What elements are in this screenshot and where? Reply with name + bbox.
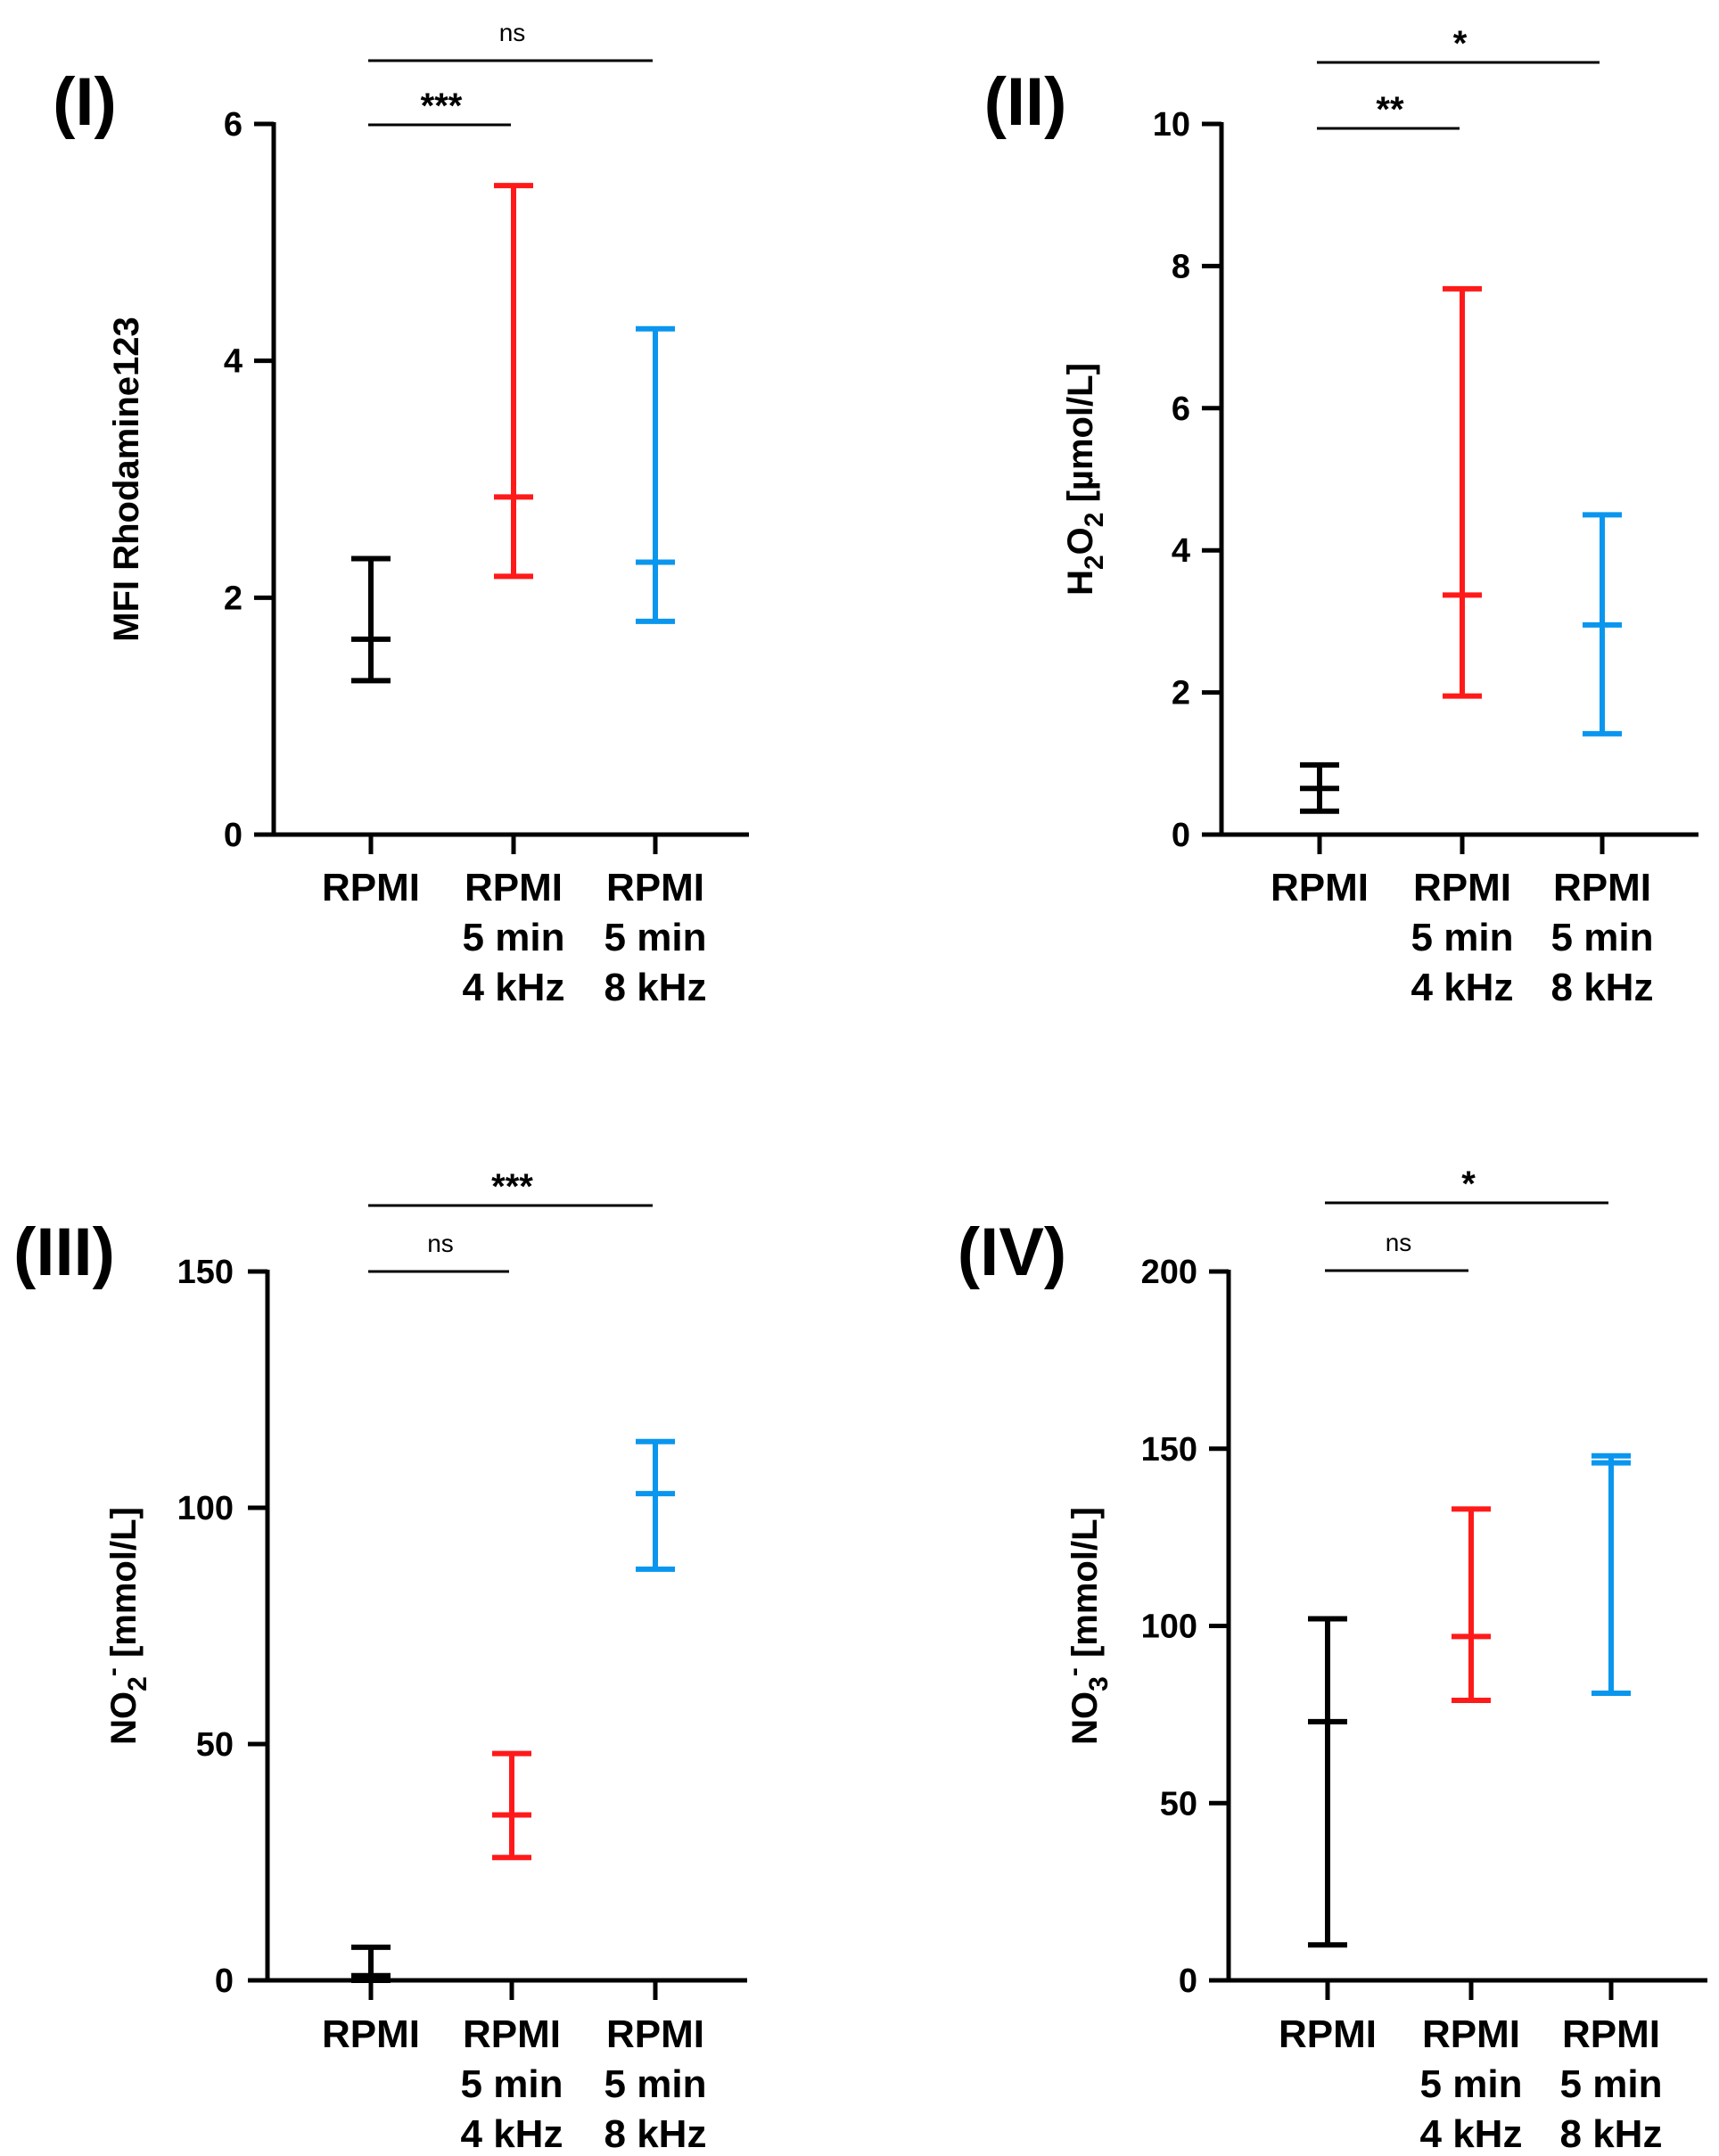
x-tick-label: 5 min	[461, 2062, 563, 2106]
significance-label: ns	[427, 1230, 454, 1257]
y-tick-label: 0	[1179, 1963, 1197, 2000]
y-tick-label: 150	[177, 1254, 234, 1291]
error-bar	[351, 1944, 391, 1983]
x-tick-label: RPMI	[1279, 2012, 1377, 2056]
panel-label: (IV)	[958, 1214, 1066, 1290]
x-tick-label: 8 kHz	[1560, 2112, 1663, 2156]
error-bar	[1592, 1452, 1631, 1697]
x-tick-label: 8 kHz	[1551, 966, 1654, 1009]
y-tick-label: 4	[224, 343, 243, 381]
y-axis-label-part: NO	[104, 1691, 144, 1745]
x-tick-label: 5 min	[1551, 916, 1654, 959]
x-tick-label: RPMI	[1562, 2012, 1660, 2056]
y-axis-label-part: [mmol/L]	[104, 1507, 144, 1667]
y-axis-label: NO2- [mmol/L]	[98, 1507, 152, 1745]
x-tick-label: RPMI	[465, 866, 563, 909]
x-tick-label: RPMI	[463, 2012, 561, 2056]
y-axis-label: H2O2 [µmol/L]	[1061, 363, 1109, 596]
y-axis-label-part: 3	[1084, 1676, 1114, 1691]
y-tick-label: 2	[224, 580, 243, 617]
chart-panel-3: (III) 0 50 100 150 RPMI RPMI 5 min 4 kHz RPMI 5 mi…	[13, 1167, 747, 2156]
significance-label: ns	[499, 19, 526, 46]
x-tick-label: RPMI	[1422, 2012, 1520, 2056]
error-bar	[636, 325, 675, 624]
error-bar	[1452, 1506, 1491, 1703]
significance-label: *	[1461, 1164, 1476, 1204]
y-tick-label: 150	[1141, 1431, 1197, 1469]
y-tick-label: 6	[224, 106, 243, 144]
y-tick-label: 0	[215, 1963, 234, 2000]
x-tick-label: RPMI	[606, 866, 704, 909]
x-tick-label: 5 min	[463, 916, 565, 959]
x-tick-label: 8 kHz	[605, 2112, 707, 2156]
x-tick-label: 4 kHz	[1420, 2112, 1523, 2156]
x-tick-label: RPMI	[1271, 866, 1369, 909]
y-tick-label: 0	[1172, 817, 1190, 854]
y-axis-label: NO3- [mmol/L]	[1059, 1507, 1114, 1745]
y-tick-label: 10	[1153, 106, 1190, 144]
chart-panel-2: (II) 0 2 4 6 8 10 RPMI RPMI 5 min 4 kHz RPMI 5 min 8 …	[984, 24, 1698, 1009]
x-tick-label: 5 min	[605, 916, 707, 959]
chart-panel-4: (IV) 0 50 100 150 200 RPMI RPMI 5 min 4 kHz RPMI 5 …	[958, 1164, 1707, 2156]
x-tick-label: RPMI	[322, 866, 420, 909]
y-tick-label: 8	[1172, 248, 1190, 285]
y-axis-label-part: O	[1061, 527, 1100, 555]
significance-label: *	[1453, 24, 1468, 63]
significance-label: ***	[421, 86, 463, 126]
y-axis-label-part: 2	[123, 1676, 152, 1691]
y-tick-label: 100	[1141, 1609, 1197, 1646]
error-bar	[492, 1750, 531, 1861]
y-tick-label: 100	[177, 1490, 234, 1527]
panel-label: (I)	[53, 64, 117, 140]
error-bar	[351, 555, 391, 684]
chart-panel-1: (I) 0 2 4 6 RPMI RPMI 5 min 4 kHz RPMI 5 min 8 kHz M…	[53, 19, 749, 1009]
y-axis-label-part: H	[1061, 570, 1100, 596]
y-tick-label: 50	[1160, 1785, 1197, 1823]
x-tick-label: 4 kHz	[463, 966, 565, 1009]
error-bar	[1583, 512, 1622, 736]
error-bar	[1443, 285, 1482, 699]
y-axis-label-part: NO	[1065, 1691, 1105, 1745]
significance-label: ***	[491, 1167, 533, 1206]
x-tick-label: 5 min	[605, 2062, 707, 2106]
y-axis-label-part: [µmol/L]	[1061, 363, 1100, 512]
y-tick-label: 200	[1141, 1254, 1197, 1291]
y-tick-label: 4	[1172, 532, 1190, 570]
x-tick-label: 5 min	[1560, 2062, 1663, 2106]
x-tick-label: RPMI	[322, 2012, 420, 2056]
y-axis-label-part: [mmol/L]	[1065, 1507, 1105, 1667]
panel-label: (II)	[984, 64, 1067, 140]
error-bar	[1308, 1616, 1347, 1948]
x-tick-label: 4 kHz	[1411, 966, 1514, 1009]
significance-label: ns	[1386, 1229, 1412, 1256]
x-tick-label: RPMI	[1413, 866, 1511, 909]
x-tick-label: 8 kHz	[605, 966, 707, 1009]
y-axis-label-part: -	[1059, 1667, 1089, 1676]
y-axis-label: MFI Rhodamine123	[107, 317, 146, 642]
y-tick-label: 50	[196, 1726, 234, 1764]
x-tick-label: 5 min	[1420, 2062, 1523, 2106]
x-tick-label: RPMI	[606, 2012, 704, 2056]
x-tick-label: 4 kHz	[461, 2112, 563, 2156]
y-tick-label: 0	[224, 817, 243, 854]
y-axis-label-part: 2	[1080, 555, 1109, 570]
y-tick-label: 6	[1172, 391, 1190, 428]
panel-label: (III)	[13, 1214, 115, 1290]
error-bar	[1300, 761, 1339, 814]
x-tick-label: 5 min	[1411, 916, 1514, 959]
y-axis-label-part: 2	[1080, 513, 1109, 528]
x-tick-label: RPMI	[1553, 866, 1651, 909]
y-tick-label: 2	[1172, 675, 1190, 712]
error-bar	[494, 183, 533, 580]
error-bar	[636, 1438, 675, 1572]
y-axis-label-part: -	[98, 1667, 127, 1676]
significance-label: **	[1376, 90, 1404, 129]
